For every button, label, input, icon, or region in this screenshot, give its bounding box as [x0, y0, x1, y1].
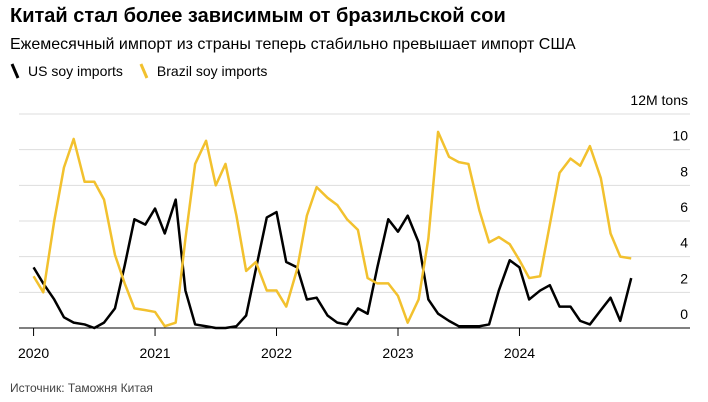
chart-title: Китай стал более зависимым от бразильско…	[10, 5, 506, 27]
x-tick-label: 2024	[504, 345, 535, 361]
y-tick-label: 10	[672, 128, 688, 144]
y-tick-label: 12M tons	[630, 92, 688, 108]
legend-swatch	[10, 63, 20, 79]
y-tick-label: 0	[680, 306, 688, 322]
legend-label: Brazil soy imports	[157, 63, 267, 79]
x-tick-label: 2020	[18, 345, 49, 361]
source: Источник: Таможня Китая	[10, 381, 153, 395]
series-line	[32, 130, 632, 328]
y-tick-label: 4	[680, 235, 688, 251]
chart-subtitle: Ежемесячный импорт из страны теперь стаб…	[10, 36, 576, 53]
x-tick-label: 2023	[382, 345, 413, 361]
x-tick-label: 2022	[261, 345, 292, 361]
y-tick-label: 6	[680, 199, 688, 215]
legend-label: US soy imports	[28, 63, 123, 79]
x-tick-label: 2021	[139, 345, 170, 361]
y-tick-label: 8	[680, 163, 688, 179]
legend-swatch	[139, 63, 149, 79]
y-tick-label: 2	[680, 270, 688, 286]
series-line	[32, 198, 633, 330]
